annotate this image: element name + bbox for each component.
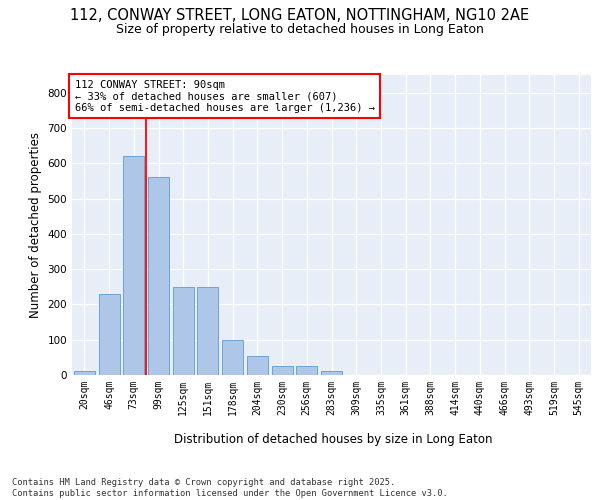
Bar (98, 294, 119, 375)
Bar (74, 372, 95, 375)
Bar (222, 340, 243, 375)
Bar (296, 366, 317, 375)
Text: Contains HM Land Registry data © Crown copyright and database right 2025.
Contai: Contains HM Land Registry data © Crown c… (12, 478, 448, 498)
Bar (197, 287, 218, 375)
Bar (148, 178, 169, 375)
Text: Size of property relative to detached houses in Long Eaton: Size of property relative to detached ho… (116, 22, 484, 36)
Text: 112, CONWAY STREET, LONG EATON, NOTTINGHAM, NG10 2AE: 112, CONWAY STREET, LONG EATON, NOTTINGH… (70, 8, 530, 22)
Bar (123, 156, 144, 375)
Bar (321, 372, 342, 375)
Text: 112 CONWAY STREET: 90sqm
← 33% of detached houses are smaller (607)
66% of semi-: 112 CONWAY STREET: 90sqm ← 33% of detach… (74, 80, 374, 112)
Y-axis label: Number of detached properties: Number of detached properties (29, 132, 42, 318)
Bar (173, 287, 194, 375)
Bar (272, 366, 293, 375)
Bar (247, 356, 268, 375)
Text: Distribution of detached houses by size in Long Eaton: Distribution of detached houses by size … (174, 432, 492, 446)
